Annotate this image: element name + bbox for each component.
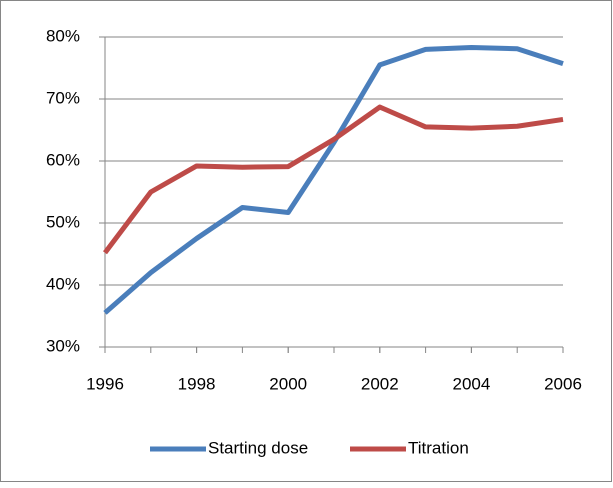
y-tick-label: 70%	[46, 88, 80, 107]
x-tick-label: 1996	[86, 374, 124, 393]
legend-label: Titration	[408, 438, 469, 457]
x-tick-label: 2002	[361, 374, 399, 393]
y-tick-label: 30%	[46, 336, 80, 355]
legend-label: Starting dose	[208, 438, 308, 457]
y-tick-label: 60%	[46, 150, 80, 169]
x-tick-label: 1998	[178, 374, 216, 393]
x-tick-label: 2000	[269, 374, 307, 393]
y-tick-label: 40%	[46, 274, 80, 293]
y-tick-label: 80%	[46, 26, 80, 45]
y-tick-label: 50%	[46, 212, 80, 231]
x-tick-label: 2004	[452, 374, 490, 393]
series-line	[103, 104, 564, 255]
x-tick-label: 2006	[544, 374, 582, 393]
series-line	[103, 45, 564, 315]
